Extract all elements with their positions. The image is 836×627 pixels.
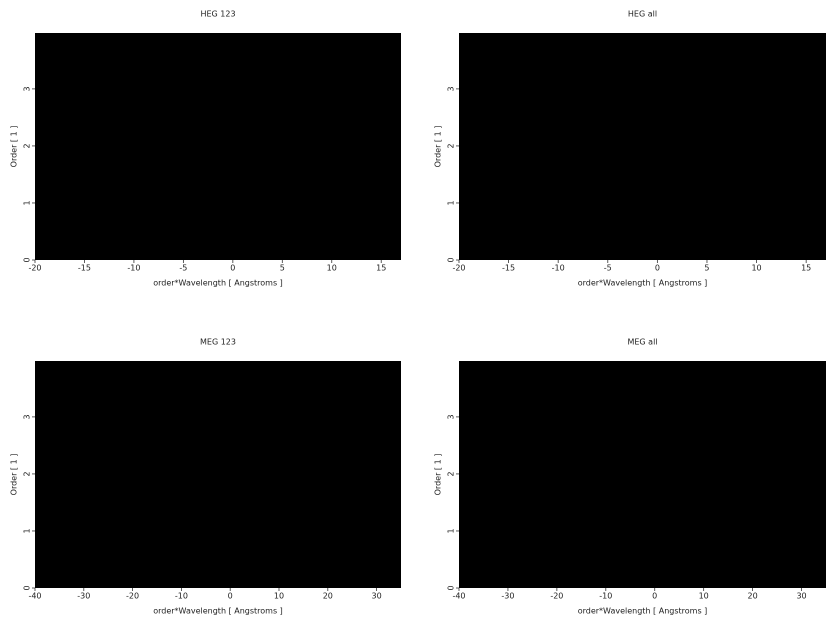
x-tick-label: -30	[77, 592, 90, 601]
x-tick-label: 10	[274, 592, 284, 601]
x-tick-label: 30	[796, 592, 806, 601]
x-tick-label: 5	[704, 264, 709, 273]
panel-title: MEG all	[627, 338, 657, 347]
image-area	[459, 33, 826, 260]
y-tick-label: 1	[23, 528, 32, 533]
x-tick-label: -10	[175, 592, 188, 601]
x-tick-label: -20	[126, 592, 139, 601]
y-tick-label: 0	[23, 257, 32, 262]
y-tick-label: 2	[23, 471, 32, 476]
x-tick-label: 0	[655, 264, 660, 273]
x-tick-label: 15	[376, 264, 386, 273]
x-tick-label: -20	[28, 264, 41, 273]
x-tick-label: 15	[801, 264, 811, 273]
y-tick-label: 1	[447, 528, 456, 533]
x-tick-label: 20	[748, 592, 758, 601]
x-tick-label: -40	[28, 592, 41, 601]
x-tick-label: 30	[372, 592, 382, 601]
y-tick-label: 3	[447, 86, 456, 91]
x-tick-label: -20	[550, 592, 563, 601]
y-axis-label: Order [ 1 ]	[434, 454, 443, 496]
panel: HEG 123 order*Wavelength [ Angstroms ] Ord…	[10, 10, 401, 288]
x-tick-label: -20	[452, 264, 465, 273]
x-tick-label: -10	[127, 264, 140, 273]
y-tick-label: 1	[23, 200, 32, 205]
x-tick-label: 0	[228, 592, 233, 601]
x-tick-label: -10	[599, 592, 612, 601]
panel: MEG all order*Wavelength [ Angstroms ] Ord…	[434, 338, 826, 616]
y-tick-label: 3	[23, 414, 32, 419]
x-tick-label: 10	[327, 264, 337, 273]
x-tick-label: -5	[179, 264, 187, 273]
x-tick-label: 10	[751, 264, 761, 273]
y-tick-label: 2	[447, 143, 456, 148]
x-tick-label: 5	[280, 264, 285, 273]
y-tick-label: 3	[447, 414, 456, 419]
x-axis-label: order*Wavelength [ Angstroms ]	[153, 607, 283, 616]
y-tick-label: 2	[23, 143, 32, 148]
y-tick-label: 1	[447, 200, 456, 205]
x-tick-label: -10	[552, 264, 565, 273]
panel: HEG all order*Wavelength [ Angstroms ] Ord…	[434, 10, 826, 288]
x-axis-label: order*Wavelength [ Angstroms ]	[578, 607, 708, 616]
panel-title: HEG all	[628, 10, 657, 19]
y-tick-label: 0	[23, 585, 32, 590]
panel: MEG 123 order*Wavelength [ Angstroms ] Ord…	[10, 338, 401, 616]
y-tick-label: 3	[23, 86, 32, 91]
x-axis-label: order*Wavelength [ Angstroms ]	[578, 279, 708, 288]
y-tick-label: 0	[447, 257, 456, 262]
x-tick-label: -30	[501, 592, 514, 601]
x-tick-label: 0	[652, 592, 657, 601]
x-tick-label: -15	[502, 264, 515, 273]
y-axis-label: Order [ 1 ]	[434, 126, 443, 168]
y-axis-label: Order [ 1 ]	[10, 126, 19, 168]
image-area	[35, 33, 401, 260]
x-tick-label: -40	[452, 592, 465, 601]
y-tick-label: 0	[447, 585, 456, 590]
panel-title: MEG 123	[200, 338, 236, 347]
x-tick-label: 10	[699, 592, 709, 601]
x-tick-label: -5	[604, 264, 612, 273]
panel-title: HEG 123	[200, 10, 235, 19]
x-tick-label: -15	[78, 264, 91, 273]
x-tick-label: 0	[230, 264, 235, 273]
x-axis-label: order*Wavelength [ Angstroms ]	[153, 279, 283, 288]
y-tick-label: 2	[447, 471, 456, 476]
x-tick-label: 20	[323, 592, 333, 601]
image-area	[35, 361, 401, 588]
y-axis-label: Order [ 1 ]	[10, 454, 19, 496]
image-area	[459, 361, 826, 588]
